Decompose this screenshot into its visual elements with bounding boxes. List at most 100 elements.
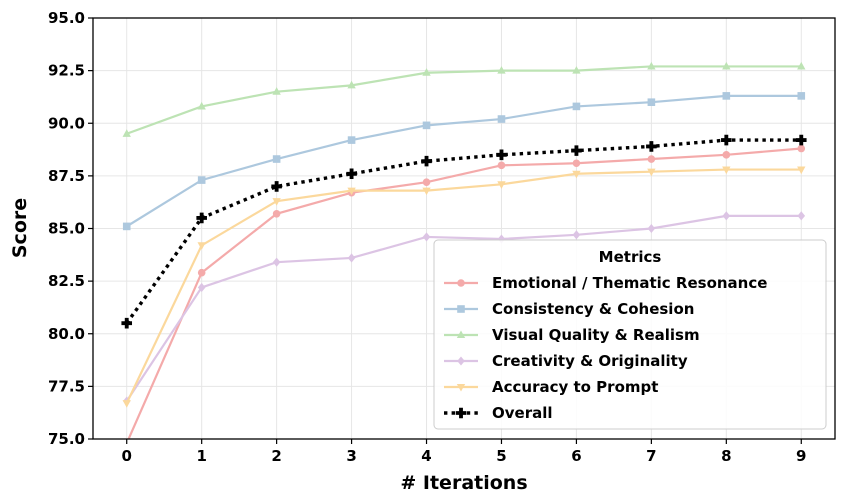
series-line [125,138,802,325]
data-point [572,230,581,240]
y-tick-label: 77.5 [48,377,85,395]
data-point [421,155,432,167]
data-point [572,66,581,74]
data-point [456,330,466,339]
data-point [347,136,356,144]
data-point [422,121,431,130]
data-point [497,66,506,74]
y-tick-label: 87.5 [48,167,85,185]
data-point [122,129,131,137]
x-tick-label: 4 [421,447,431,465]
data-point [571,145,582,156]
legend-label: Visual Quality & Realism [492,326,700,344]
legend-label: Creativity & Originality [492,352,688,370]
legend-label: Consistency & Cohesion [492,300,694,318]
data-point [457,279,465,287]
data-point [797,144,806,153]
data-point [272,155,281,163]
data-point [797,61,806,70]
data-point [496,149,507,161]
data-point [721,134,732,146]
x-tick-label: 3 [346,447,356,465]
data-point [422,232,431,242]
x-tick-label: 2 [271,447,281,465]
y-tick-label: 75.0 [48,430,85,448]
series-accuracy-to-prompt [122,166,806,408]
x-tick-label: 7 [646,447,656,465]
data-point [457,356,465,366]
data-point [197,268,206,277]
data-point [572,159,581,168]
series-creativity-originality [122,211,806,406]
data-point [346,168,357,180]
data-point [272,209,281,218]
legend-item: Overall [444,404,553,422]
data-point [196,212,207,224]
data-point [456,383,466,392]
series-line [127,147,802,439]
x-tick-label: 9 [796,447,806,465]
y-tick-label: 95.0 [48,9,85,27]
data-point [272,198,281,206]
y-tick-label: 82.5 [48,272,85,290]
data-point [457,305,465,313]
data-point [722,151,731,159]
data-point [497,115,506,123]
y-axis-label: Score [9,198,31,258]
data-point [647,98,656,106]
legend-box [433,239,827,430]
data-point [647,168,656,177]
x-axis-label: # Iterations [400,472,527,494]
data-point [497,161,506,170]
data-point [197,242,206,250]
legend-title: Metrics [599,248,662,266]
data-point [722,211,731,221]
axis-ticks: 75.0 77.5 80.0 82.5 85.0 87.5 90.0 92.5 95.0 0 1 2 3… [48,9,807,465]
series-line [125,214,802,402]
data-point [121,317,133,329]
data-point [722,92,731,100]
x-tick-label: 1 [196,447,206,465]
y-tick-label: 85.0 [48,220,85,238]
data-point [272,87,281,95]
legend-item: Emotional / Thematic Resonance [444,274,767,292]
series-line [125,168,802,404]
y-tick-label: 92.5 [48,62,85,80]
series-line [126,65,802,135]
x-tick-label: 0 [122,447,132,465]
x-tick-label: 6 [571,447,581,465]
data-point [271,181,282,192]
y-tick-label: 80.0 [48,325,85,343]
data-point [797,92,806,100]
data-point [422,178,431,186]
data-point [722,166,731,175]
y-tick-label: 90.0 [48,114,85,132]
data-point [722,61,731,70]
legend-item: Creativity & Originality [444,352,688,370]
data-point [422,187,431,196]
legend-item: Accuracy to Prompt [444,378,658,396]
data-point [797,211,806,221]
data-point [422,68,431,76]
data-point [122,400,131,408]
data-point [347,253,356,263]
data-point [647,61,656,70]
series-consistency-cohesion [122,92,806,231]
series-visual-quality-realism [122,61,806,137]
x-tick-label: 8 [721,447,731,465]
data-point [122,222,131,231]
data-point [795,134,807,146]
data-point [647,223,656,234]
data-point [347,187,356,196]
data-point [197,176,206,184]
legend-label: Emotional / Thematic Resonance [492,274,767,292]
data-point [797,166,806,175]
data-point [572,170,581,179]
data-point [197,282,206,292]
series-overall [121,134,807,329]
series-layer [121,61,807,439]
data-point [455,407,467,419]
data-point [272,257,281,267]
series-line [126,94,802,228]
